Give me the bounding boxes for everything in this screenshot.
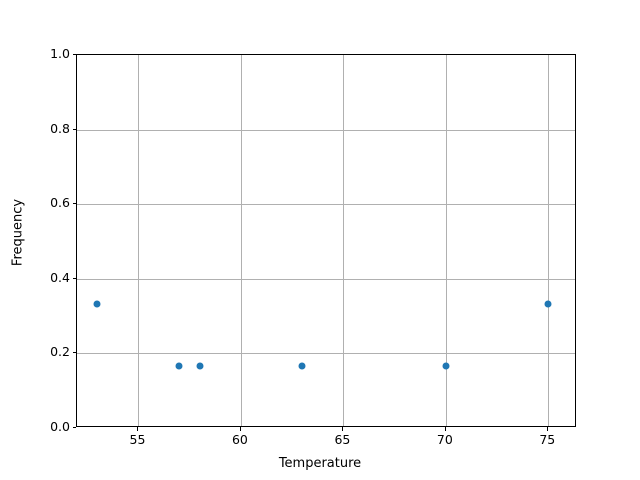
gridline-vertical xyxy=(548,55,550,426)
gridline-horizontal xyxy=(77,129,575,131)
plot-area xyxy=(76,54,576,427)
x-tick-mark xyxy=(342,427,344,431)
gridline-vertical xyxy=(343,55,345,426)
x-tick-label: 70 xyxy=(436,432,453,447)
y-tick-mark xyxy=(72,203,76,205)
x-tick-mark xyxy=(444,427,446,431)
scatter-point xyxy=(175,362,183,370)
x-tick-label: 55 xyxy=(129,432,146,447)
y-axis-label-wrap: Frequency xyxy=(0,0,30,480)
x-axis-label: Temperature xyxy=(278,456,362,471)
scatter-point xyxy=(93,300,101,308)
y-tick-label: 1.0 xyxy=(50,45,70,61)
y-axis-label: Frequency xyxy=(10,198,26,267)
scatter-point xyxy=(196,362,204,370)
scatter-point xyxy=(544,300,552,308)
y-tick-label: 0.0 xyxy=(50,418,70,434)
gridline-horizontal xyxy=(77,278,575,280)
x-tick-mark xyxy=(547,427,549,431)
gridline-vertical xyxy=(445,55,447,426)
y-tick-mark xyxy=(72,427,76,428)
y-tick-label: 0.2 xyxy=(50,344,70,360)
y-tick-mark xyxy=(72,277,76,279)
y-tick-label: 0.6 xyxy=(50,194,70,210)
y-tick-mark xyxy=(72,352,76,354)
x-tick-label: 65 xyxy=(334,432,351,447)
x-tick-label: 60 xyxy=(231,432,248,447)
gridline-horizontal xyxy=(77,204,575,206)
y-tick-label: 0.8 xyxy=(50,120,70,136)
y-tick-mark xyxy=(72,128,76,130)
scatter-point xyxy=(442,362,450,370)
x-tick-label: 75 xyxy=(539,432,556,447)
gridline-vertical xyxy=(138,55,140,426)
gridline-vertical xyxy=(240,55,242,426)
gridline-horizontal xyxy=(77,353,575,355)
y-tick-label: 0.4 xyxy=(50,269,70,285)
x-tick-mark xyxy=(137,427,139,431)
x-tick-mark xyxy=(239,427,241,431)
y-tick-mark xyxy=(72,54,76,55)
scatter-point xyxy=(298,362,306,370)
